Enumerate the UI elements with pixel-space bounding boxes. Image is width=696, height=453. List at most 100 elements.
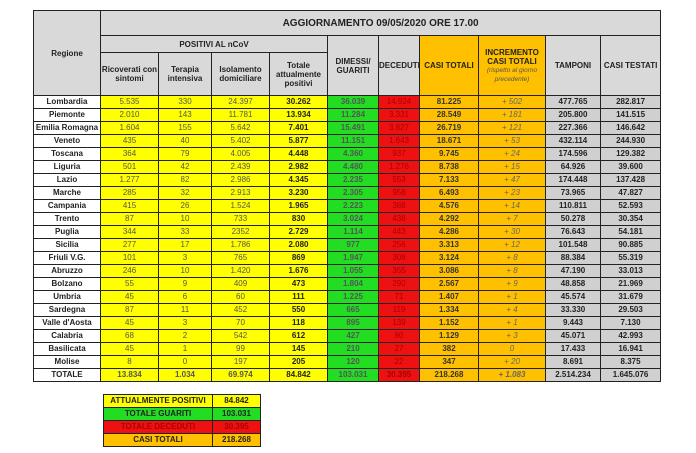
cell-casi-testati: 54.181 bbox=[599, 225, 662, 239]
cell-totale-positivi: 869 bbox=[269, 251, 328, 265]
cell-isolamento: 60 bbox=[211, 290, 270, 304]
cell-regione: Sicilia bbox=[33, 238, 101, 252]
cell-totale-positivi: 5.877 bbox=[269, 134, 328, 148]
cell-ricoverati: 1.277 bbox=[100, 173, 159, 187]
cell-terapia: 32 bbox=[158, 186, 212, 200]
cell-regione: Campania bbox=[33, 199, 101, 213]
cell-casi-totali: 2.567 bbox=[419, 277, 479, 291]
cell-casi-testati: 33.013 bbox=[599, 264, 662, 278]
totale-row: TOTALE 13.834 1.034 69.974 84.842 103.031 30.3… bbox=[33, 368, 662, 382]
cell-ricoverati: 246 bbox=[100, 264, 159, 278]
cell-terapia: 1 bbox=[158, 342, 212, 356]
table-row: Emilia Romagna 1.604 155 5.642 7.401 15.491 3.… bbox=[33, 121, 662, 135]
cell-deceduti: 119 bbox=[378, 303, 420, 317]
cell-regione: Umbria bbox=[33, 290, 101, 304]
cell-dimessi: 36.039 bbox=[327, 95, 379, 109]
cell-deceduti: 30.395 bbox=[378, 368, 420, 382]
cell-deceduti: 1.643 bbox=[378, 134, 420, 148]
cell-tamponi: 45.071 bbox=[545, 329, 601, 343]
cell-dimessi: 2.305 bbox=[327, 186, 379, 200]
table-row: Liguria 501 42 2.439 2.982 4.480 1.276 8.738 + 1… bbox=[33, 160, 662, 174]
cell-totale-positivi: 4.448 bbox=[269, 147, 328, 161]
cell-dimessi: 895 bbox=[327, 316, 379, 330]
table-row: Toscana 364 79 4.005 4.448 4.360 937 9.745 + 24 1… bbox=[33, 147, 662, 161]
cell-casi-totali: 8.738 bbox=[419, 160, 479, 174]
table-row: Abruzzo 246 10 1.420 1.676 1.055 355 3.086 + 8 47… bbox=[33, 264, 662, 278]
cell-regione: Veneto bbox=[33, 134, 101, 148]
cell-isolamento: 5.402 bbox=[211, 134, 270, 148]
table-row: Umbria 45 6 60 111 1.225 71 1.407 + 1 45.574 31.67… bbox=[33, 290, 662, 304]
cell-dimessi: 11.284 bbox=[327, 108, 379, 122]
header-ricoverati: Ricoverati con sintomi bbox=[100, 52, 159, 96]
summary-table: ATTUALMENTE POSITIVI 84.842 TOTALE GUARITI… bbox=[103, 394, 261, 447]
cell-casi-testati: 8.375 bbox=[599, 355, 662, 369]
cell-regione: Toscana bbox=[33, 147, 101, 161]
cell-terapia: 42 bbox=[158, 160, 212, 174]
table-body: Lombardia 5.535 330 24.397 30.262 36.039 14.92… bbox=[33, 95, 662, 382]
covid-regional-table: Regione AGGIORNAMENTO 09/05/2020 ORE 17.… bbox=[33, 10, 662, 382]
header-regione: Regione bbox=[33, 10, 101, 96]
cell-casi-totali: 1.334 bbox=[419, 303, 479, 317]
cell-ricoverati: 2.010 bbox=[100, 108, 159, 122]
cell-deceduti: 3.827 bbox=[378, 121, 420, 135]
cell-totale-positivi: 830 bbox=[269, 212, 328, 226]
cell-terapia: 11 bbox=[158, 303, 212, 317]
header-incremento-note: (rispetto al giorno precedente) bbox=[486, 66, 538, 83]
cell-deceduti: 308 bbox=[378, 251, 420, 265]
cell-tamponi: 205.800 bbox=[545, 108, 601, 122]
cell-incremento: 0 bbox=[478, 342, 546, 356]
cell-casi-testati: 31.679 bbox=[599, 290, 662, 304]
cell-isolamento: 4.005 bbox=[211, 147, 270, 161]
cell-isolamento: 70 bbox=[211, 316, 270, 330]
cell-ricoverati: 285 bbox=[100, 186, 159, 200]
cell-isolamento: 99 bbox=[211, 342, 270, 356]
cell-totale-positivi: 1.676 bbox=[269, 264, 328, 278]
cell-dimessi: 2.223 bbox=[327, 199, 379, 213]
cell-terapia: 9 bbox=[158, 277, 212, 291]
cell-casi-testati: 39.600 bbox=[599, 160, 662, 174]
header-casi-testati: CASI TESTATI bbox=[599, 35, 662, 96]
header-deceduti: DECEDUTI bbox=[378, 35, 420, 96]
table-row: Sicilia 277 17 1.786 2.080 977 256 3.313 + 12 101… bbox=[33, 238, 662, 252]
header-terapia: Terapia intensiva bbox=[158, 52, 212, 96]
cell-dimessi: 210 bbox=[327, 342, 379, 356]
cell-casi-totali: 1.407 bbox=[419, 290, 479, 304]
cell-incremento: + 1 bbox=[478, 290, 546, 304]
cell-ricoverati: 344 bbox=[100, 225, 159, 239]
cell-casi-testati: 21.969 bbox=[599, 277, 662, 291]
cell-isolamento: 765 bbox=[211, 251, 270, 265]
cell-deceduti: 958 bbox=[378, 186, 420, 200]
cell-ricoverati: 87 bbox=[100, 212, 159, 226]
cell-terapia: 155 bbox=[158, 121, 212, 135]
cell-ricoverati: 1.604 bbox=[100, 121, 159, 135]
cell-deceduti: 290 bbox=[378, 277, 420, 291]
cell-casi-totali: 9.745 bbox=[419, 147, 479, 161]
table-row: Friuli V.G. 101 3 765 869 1.947 308 3.124 + 8 88.… bbox=[33, 251, 662, 265]
cell-tamponi: 64.926 bbox=[545, 160, 601, 174]
cell-dimessi: 103.031 bbox=[327, 368, 379, 382]
cell-dimessi: 977 bbox=[327, 238, 379, 252]
cell-incremento: + 20 bbox=[478, 355, 546, 369]
cell-incremento: + 8 bbox=[478, 251, 546, 265]
table-row: Campania 415 26 1.524 1.965 2.223 388 4.576 + 14… bbox=[33, 199, 662, 213]
cell-incremento: + 14 bbox=[478, 199, 546, 213]
table-row: Sardegna 87 11 452 550 665 119 1.334 + 4 33.330 29… bbox=[33, 303, 662, 317]
cell-casi-testati: 1.645.076 bbox=[599, 368, 662, 382]
cell-incremento: + 3 bbox=[478, 329, 546, 343]
cell-isolamento: 2.986 bbox=[211, 173, 270, 187]
cell-terapia: 10 bbox=[158, 212, 212, 226]
cell-totale-positivi: 111 bbox=[269, 290, 328, 304]
cell-casi-totali: 347 bbox=[419, 355, 479, 369]
cell-ricoverati: 45 bbox=[100, 290, 159, 304]
cell-tamponi: 45.574 bbox=[545, 290, 601, 304]
cell-casi-totali: 81.225 bbox=[419, 95, 479, 109]
cell-casi-testati: 16.941 bbox=[599, 342, 662, 356]
cell-isolamento: 11.781 bbox=[211, 108, 270, 122]
cell-isolamento: 1.786 bbox=[211, 238, 270, 252]
header-dimessi: DIMESSI/ GUARITI bbox=[327, 35, 379, 96]
cell-casi-totali: 18.671 bbox=[419, 134, 479, 148]
cell-deceduti: 27 bbox=[378, 342, 420, 356]
cell-casi-totali: 4.576 bbox=[419, 199, 479, 213]
cell-dimessi: 1.804 bbox=[327, 277, 379, 291]
header-positivi-group: POSITIVI AL nCoV bbox=[100, 35, 328, 53]
